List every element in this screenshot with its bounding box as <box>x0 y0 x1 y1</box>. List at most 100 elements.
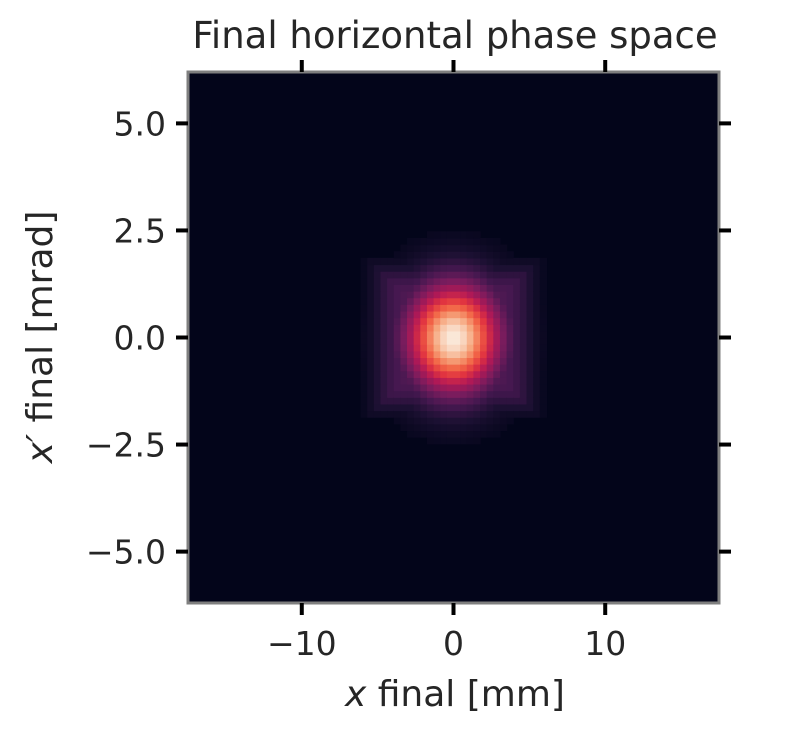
heatmap-cell <box>493 324 501 332</box>
heatmap-cell <box>373 370 382 378</box>
heatmap-cell <box>480 310 488 319</box>
heatmap-cell <box>426 377 435 385</box>
heatmap-cell <box>380 330 388 339</box>
heatmap-cell <box>499 264 508 272</box>
heatmap-cell <box>493 344 501 352</box>
heatmap-cell <box>440 377 448 385</box>
heatmap-cell <box>426 304 435 312</box>
heatmap-cell <box>407 291 415 299</box>
heatmap-cell <box>413 377 421 385</box>
heatmap-cell <box>446 257 455 266</box>
heatmap-cell <box>373 271 382 279</box>
heatmap-cell <box>506 337 514 345</box>
heatmap-cell <box>380 317 388 325</box>
heatmap-cell <box>486 271 494 279</box>
heatmap-cell <box>446 364 455 372</box>
heatmap-cell <box>420 317 428 325</box>
heatmap-cell <box>466 403 475 412</box>
heatmap-cell <box>413 417 421 425</box>
heatmap-cell <box>513 264 521 272</box>
heatmap-cell <box>380 390 388 398</box>
heatmap-cell <box>466 237 475 246</box>
heatmap-cell <box>387 410 395 418</box>
heatmap-cell <box>526 277 534 285</box>
heatmap-cell <box>426 364 435 372</box>
heatmap-cell <box>380 310 388 319</box>
heatmap-cell <box>539 377 548 385</box>
heatmap-cell <box>526 291 534 299</box>
heatmap-cell <box>533 297 541 305</box>
heatmap-cell <box>446 403 455 412</box>
heatmap-cell <box>526 337 534 345</box>
heatmap-cell <box>387 264 395 272</box>
heatmap-cell <box>453 337 461 345</box>
heatmap-cell <box>400 277 408 285</box>
heatmap-cell <box>533 317 541 325</box>
heatmap-cell <box>407 297 415 305</box>
heatmap-cell <box>407 237 415 246</box>
heatmap-cell <box>426 370 435 378</box>
heatmap-cell <box>466 410 475 418</box>
heatmap-cell <box>373 304 382 312</box>
x-axis-label-rest: final [mm] <box>366 674 565 715</box>
heatmap-cell <box>440 237 448 246</box>
heatmap-cell <box>513 277 521 285</box>
heatmap-cell <box>533 383 541 392</box>
heatmap-cell <box>393 383 401 392</box>
heatmap-cell <box>407 251 415 259</box>
heatmap-cell <box>466 264 475 272</box>
heatmap-cell <box>506 350 514 359</box>
heatmap-cell <box>407 310 415 319</box>
heatmap-cell <box>473 304 481 312</box>
heatmap-cell <box>480 383 488 392</box>
heatmap-cell <box>407 324 415 332</box>
heatmap-cell <box>426 330 435 339</box>
heatmap-cell <box>360 364 368 372</box>
heatmap-cell <box>486 310 494 319</box>
heatmap-cell <box>493 430 501 438</box>
heatmap-cell <box>400 390 408 398</box>
heatmap-cell <box>519 317 528 325</box>
heatmap-cell <box>519 410 528 418</box>
heatmap-cell <box>420 330 428 339</box>
heatmap-cell <box>466 317 475 325</box>
heatmap-cell <box>513 403 521 412</box>
heatmap-cell <box>473 423 481 432</box>
heatmap-cell <box>367 377 375 385</box>
heatmap-cell <box>440 357 448 365</box>
heatmap-cell <box>493 383 501 392</box>
heatmap-cell <box>426 430 435 438</box>
x-tick-label: 0 <box>443 624 464 663</box>
heatmap-cell <box>433 370 441 378</box>
heatmap-cell <box>433 317 441 325</box>
heatmap-cell <box>360 310 368 319</box>
heatmap-cell <box>533 350 541 359</box>
heatmap-cell <box>407 403 415 412</box>
heatmap-cell <box>539 284 548 292</box>
heatmap-cell <box>506 370 514 378</box>
heatmap-cell <box>393 330 401 339</box>
heatmap-cell <box>400 350 408 359</box>
heatmap-cell <box>473 330 481 339</box>
heatmap-cell <box>533 410 541 418</box>
heatmap-cell <box>440 330 448 339</box>
heatmap-cell <box>480 297 488 305</box>
heatmap-cell <box>440 284 448 292</box>
heatmap-cell <box>367 271 375 279</box>
heatmap-cell <box>526 284 534 292</box>
heatmap-cell <box>493 277 501 285</box>
heatmap-cell <box>400 337 408 345</box>
heatmap-cell <box>440 383 448 392</box>
heatmap-cell <box>486 251 494 259</box>
heatmap-cell <box>440 417 448 425</box>
heatmap-cell <box>453 244 461 252</box>
heatmap-cell <box>400 324 408 332</box>
heatmap-cell <box>407 430 415 438</box>
heatmap-cell <box>400 383 408 392</box>
heatmap-cell <box>539 390 548 398</box>
heatmap-cell <box>393 410 401 418</box>
heatmap-cell <box>519 264 528 272</box>
heatmap-cell <box>506 251 514 259</box>
heatmap-cell <box>387 324 395 332</box>
heatmap-cell <box>466 417 475 425</box>
